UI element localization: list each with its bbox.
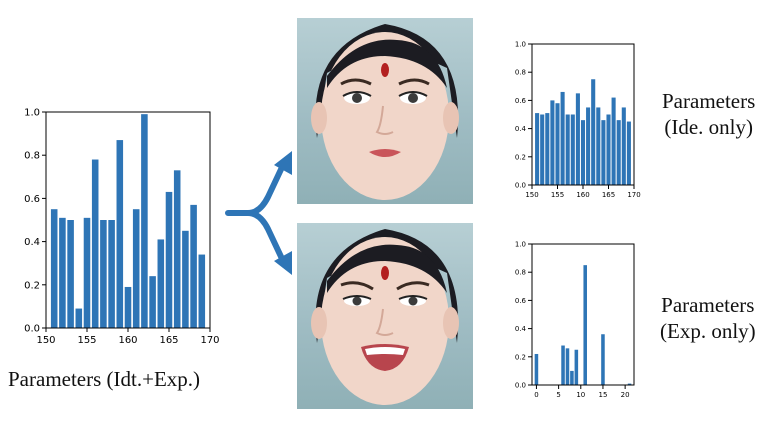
split-arrow-icon — [225, 151, 292, 275]
main-ytick-label: 0.8 — [24, 151, 40, 162]
exp-bar-21 — [627, 383, 632, 385]
exp-ytick-label: 0.8 — [515, 269, 526, 277]
exp-ytick-label: 0.0 — [515, 381, 526, 389]
exp-bar-8 — [570, 370, 574, 385]
exp-ytick-label: 1.0 — [515, 240, 526, 248]
main-bar-169 — [198, 254, 206, 328]
main-bar-168 — [190, 204, 197, 328]
main-ytick-label: 1.0 — [24, 108, 40, 119]
main-bar-151 — [50, 209, 58, 328]
chart-idt-exp: 0.0 0.2 0.4 0.6 0.8 1.0 150 155 160 165 170 — [0, 100, 225, 350]
main-ytick-label: 0.2 — [24, 280, 40, 291]
main-bar-163 — [149, 276, 156, 328]
ide-bar-160 — [580, 120, 586, 185]
ide-xtick-label: 150 — [525, 191, 538, 199]
ide-bar-154 — [550, 100, 555, 185]
ide-bar-152 — [540, 114, 545, 185]
chart-ide-only-svg: 0.0 0.2 0.4 0.6 0.8 1.0 150 155 160 165 170 — [515, 40, 641, 199]
exp-plot-area: 0.0 0.2 0.4 0.6 0.8 1.0 0 5 10 15 20 — [515, 240, 635, 399]
caption-exp-line2: (Exp. only) — [660, 319, 756, 344]
exp-bar-0 — [534, 353, 539, 385]
ide-xtick-label: 160 — [576, 191, 589, 199]
ide-bar-155 — [555, 103, 560, 185]
main-ytick-label: 0.0 — [24, 324, 40, 335]
ide-ytick-label: 0.4 — [515, 125, 527, 133]
main-bar-152 — [59, 217, 66, 328]
ide-ytick-label: 0.6 — [515, 97, 527, 105]
exp-xtick-label: 10 — [576, 391, 585, 399]
main-ytick-label: 0.6 — [24, 194, 40, 205]
ide-bar-166 — [611, 97, 616, 185]
ide-xtick-label: 165 — [602, 191, 615, 199]
main-bar-153 — [67, 220, 74, 328]
main-bar-155 — [83, 217, 91, 328]
main-xtick-label: 165 — [159, 335, 178, 346]
exp-xtick-label: 20 — [621, 391, 630, 399]
exp-ytick-label: 0.4 — [515, 325, 527, 333]
exp-bar-7 — [565, 348, 570, 385]
ide-bar-167 — [616, 120, 621, 185]
main-xtick-label: 150 — [36, 335, 55, 346]
exp-ytick-label: 0.2 — [515, 353, 526, 361]
chart-exp-only-svg: 0.0 0.2 0.4 0.6 0.8 1.0 0 5 10 15 20 — [515, 240, 635, 399]
main-bar-166 — [173, 170, 181, 328]
ide-ytick-label: 0.2 — [515, 153, 526, 161]
face-expression-only — [297, 223, 473, 409]
exp-axes-frame — [531, 243, 635, 386]
exp-bar-9 — [574, 349, 579, 385]
face-identity-only — [297, 18, 473, 204]
ide-bar-159 — [575, 93, 580, 185]
caption-exp-only: Parameters (Exp. only) — [660, 292, 756, 345]
caption-idt-exp: Parameters (Idt.+Exp.) — [8, 367, 201, 391]
exp-xtick-label: 5 — [556, 391, 560, 399]
exp-bar-11 — [583, 265, 587, 385]
main-ytick-label: 0.4 — [24, 237, 40, 248]
main-bar-160 — [124, 286, 132, 328]
ide-bar-164 — [601, 120, 606, 185]
ide-bar-153 — [545, 113, 550, 185]
main-bar-157 — [100, 220, 107, 328]
ide-bar-169 — [626, 121, 631, 185]
chart-ide-only: 0.0 0.2 0.4 0.6 0.8 1.0 150 155 160 165 170 — [510, 40, 645, 205]
exp-ytick-label: 0.6 — [515, 297, 527, 305]
exp-bar-6 — [561, 345, 565, 385]
main-bar-164 — [157, 239, 165, 328]
ide-plot-area: 0.0 0.2 0.4 0.6 0.8 1.0 150 155 160 165 170 — [515, 40, 641, 199]
ide-ytick-label: 0.8 — [515, 69, 526, 77]
exp-xtick-label: 0 — [534, 391, 538, 399]
caption-ide-only: Parameters (Ide. only) — [662, 88, 755, 141]
ide-bar-158 — [570, 114, 575, 185]
main-bar-156 — [91, 159, 99, 328]
exp-xtick-label: 15 — [598, 391, 607, 399]
ide-bar-168 — [621, 107, 626, 185]
ide-ytick-label: 1.0 — [515, 40, 526, 48]
ide-xtick-label: 155 — [551, 191, 564, 199]
main-xtick-label: 170 — [200, 335, 219, 346]
ide-bar-162 — [591, 79, 596, 185]
ide-xtick-label: 170 — [627, 191, 640, 199]
ide-bar-157 — [565, 114, 570, 185]
chart-idt-exp-svg: 0.0 0.2 0.4 0.6 0.8 1.0 150 155 160 165 170 — [24, 108, 219, 347]
ide-bar-165 — [606, 114, 611, 185]
caption-ide-line1: Parameters — [662, 89, 756, 113]
ide-ytick-label: 0.0 — [515, 181, 526, 189]
main-bar-158 — [108, 220, 115, 328]
caption-ide-line2: (Ide. only) — [664, 115, 753, 140]
main-bar-162 — [141, 114, 148, 328]
caption-exp-line1: Parameters — [661, 293, 755, 317]
main-xtick-label: 160 — [118, 335, 137, 346]
main-bar-159 — [116, 140, 124, 328]
chart-exp-only: 0.0 0.2 0.4 0.6 0.8 1.0 0 5 10 15 20 — [510, 240, 645, 405]
ide-bar-156 — [560, 91, 565, 185]
main-bar-167 — [182, 230, 189, 328]
ide-bar-161 — [586, 107, 591, 185]
main-bar-165 — [165, 191, 173, 328]
ide-bar-163 — [596, 107, 601, 185]
main-plot-area: 0.0 0.2 0.4 0.6 0.8 1.0 150 155 160 165 170 — [24, 108, 219, 347]
exp-bar-15 — [601, 334, 605, 385]
main-bar-154 — [75, 308, 83, 328]
main-bar-161 — [132, 209, 140, 328]
main-xtick-label: 155 — [77, 335, 96, 346]
ide-bar-151 — [535, 113, 540, 185]
